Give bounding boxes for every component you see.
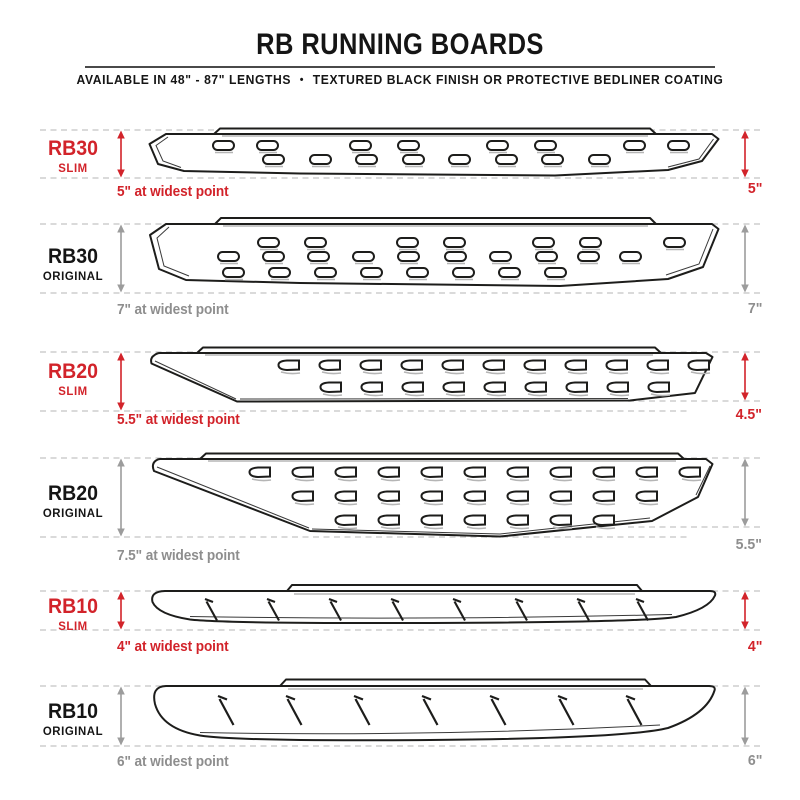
height-measurement: 7" — [747, 300, 762, 317]
width-arrow — [117, 352, 125, 411]
model-variant: ORIGINAL — [42, 269, 104, 283]
width-arrow — [117, 224, 125, 293]
width-arrow — [117, 591, 125, 630]
model-name: RB10 — [48, 700, 98, 723]
page-title: RB RUNNING BOARDS — [256, 28, 544, 61]
model-variant: SLIM — [58, 619, 88, 633]
model-name: RB30 — [48, 245, 98, 268]
board-illustration — [148, 127, 720, 177]
width-caption: 5" at widest point — [117, 184, 229, 200]
board-illustration — [149, 217, 720, 287]
width-caption: 7" at widest point — [117, 302, 229, 318]
product-row-rb20-slim: RB20 SLIM 5.5" at widest point 4.5" — [0, 344, 800, 430]
model-variant: ORIGINAL — [42, 506, 104, 520]
bullet-separator: • — [299, 74, 305, 86]
height-measurement: 6" — [747, 752, 762, 769]
subtitle-finish: TEXTURED BLACK FINISH OR PROTECTIVE BEDL… — [312, 73, 724, 87]
height-measurement: 4.5" — [735, 406, 762, 423]
width-arrow — [117, 130, 125, 178]
height-measurement: 5.5" — [735, 536, 762, 553]
model-name: RB30 — [48, 137, 98, 160]
height-arrow — [741, 352, 749, 401]
product-row-rb30-original: RB30 ORIGINAL 7" at widest point 7" — [0, 214, 800, 320]
board-diagram-rb10-slim — [40, 584, 762, 631]
board-illustration — [151, 452, 714, 538]
model-label: RB30 SLIM — [28, 138, 118, 174]
board-diagram-rb10-original — [40, 678, 762, 747]
height-arrow — [741, 224, 749, 293]
width-caption: 5.5" at widest point — [117, 412, 240, 428]
product-row-rb10-original: RB10 ORIGINAL 6" at widest point 6" — [0, 672, 800, 772]
width-caption: 4" at widest point — [117, 639, 229, 655]
model-label: RB10 ORIGINAL — [28, 701, 118, 737]
model-variant: SLIM — [58, 384, 88, 398]
product-row-rb30-slim: RB30 SLIM 5" at widest point 5" — [0, 120, 800, 206]
model-variant: ORIGINAL — [42, 724, 104, 738]
height-arrow — [741, 591, 749, 630]
board-diagram-rb20-original — [40, 452, 762, 538]
width-caption: 7.5" at widest point — [117, 548, 240, 564]
model-name: RB20 — [48, 482, 98, 505]
board-diagram-rb20-slim — [40, 346, 762, 412]
product-row-rb20-original: RB20 ORIGINAL 7.5" at widest point 5.5" — [0, 450, 800, 566]
width-arrow — [117, 686, 125, 746]
height-measurement: 4" — [747, 638, 762, 655]
model-label: RB10 SLIM — [28, 596, 118, 632]
board-illustration — [151, 584, 717, 625]
model-label: RB20 SLIM — [28, 361, 118, 397]
model-name: RB20 — [48, 360, 98, 383]
subtitle-lengths: AVAILABLE IN 48" - 87" LENGTHS — [76, 73, 292, 87]
board-illustration — [150, 346, 714, 403]
product-row-rb10-slim: RB10 SLIM 4" at widest point 4" — [0, 578, 800, 658]
width-arrow — [117, 458, 125, 537]
model-name: RB10 — [48, 595, 98, 618]
board-illustration — [153, 678, 716, 742]
board-diagram-rb30-slim — [40, 127, 762, 179]
header-divider — [85, 66, 715, 68]
height-arrow — [741, 458, 749, 527]
model-variant: SLIM — [58, 161, 88, 175]
height-arrow — [741, 130, 749, 178]
height-arrow — [741, 686, 749, 746]
height-measurement: 5" — [747, 180, 762, 197]
page-subtitle: AVAILABLE IN 48" - 87" LENGTHS • TEXTURED … — [12, 73, 788, 87]
width-caption: 6" at widest point — [117, 754, 229, 770]
model-label: RB30 ORIGINAL — [28, 246, 118, 282]
model-label: RB20 ORIGINAL — [28, 483, 118, 519]
board-diagram-rb30-original — [40, 217, 762, 294]
